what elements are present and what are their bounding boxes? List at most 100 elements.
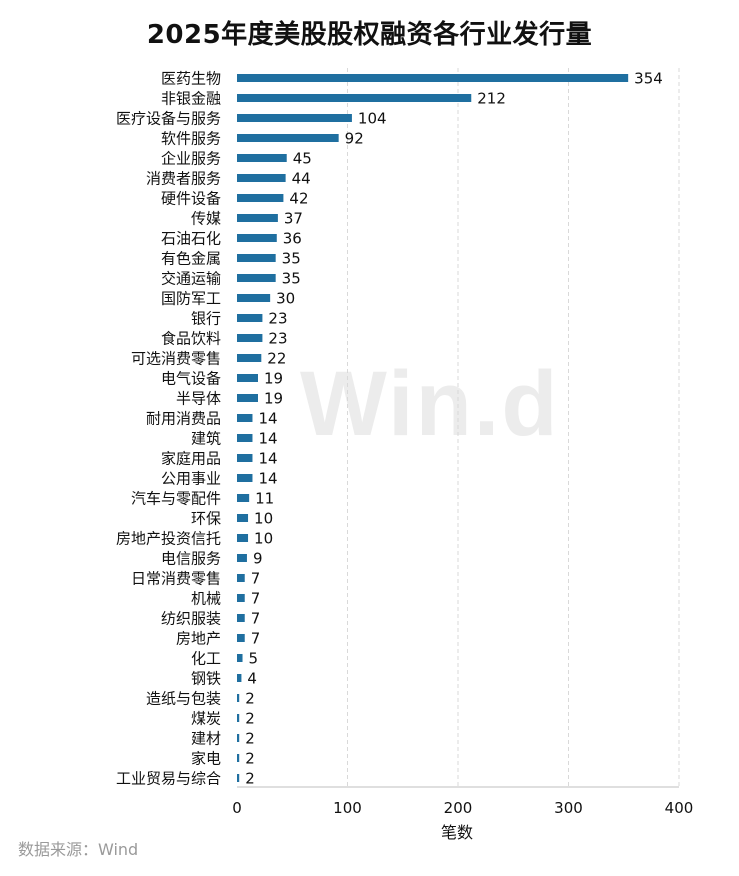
category-label: 电信服务: [161, 550, 221, 568]
bar: [237, 574, 245, 582]
category-label: 汽车与零配件: [131, 490, 221, 508]
category-label: 钢铁: [191, 670, 221, 688]
bar: [237, 534, 249, 542]
value-label: 19: [264, 390, 283, 408]
bar: [237, 594, 245, 602]
category-label: 房地产投资信托: [116, 530, 221, 548]
value-label: 37: [284, 210, 303, 228]
bar: [237, 774, 240, 782]
value-label: 19: [264, 370, 283, 388]
category-label: 纺织服装: [161, 610, 221, 628]
bar: [237, 254, 276, 262]
x-tick-label: 300: [554, 799, 583, 817]
value-label: 7: [251, 570, 261, 588]
category-label: 日常消费零售: [131, 570, 221, 588]
value-label: 212: [477, 90, 506, 108]
value-label: 22: [267, 350, 286, 368]
value-label: 7: [251, 610, 261, 628]
category-label: 建筑: [191, 430, 221, 448]
value-label: 92: [345, 130, 364, 148]
bar: [237, 134, 339, 142]
bar: [237, 194, 284, 202]
category-label: 传媒: [191, 210, 221, 228]
bar: [237, 734, 240, 742]
bar: [237, 234, 277, 242]
value-label: 5: [249, 650, 259, 668]
x-tick-label: 100: [333, 799, 362, 817]
category-label: 食品饮料: [161, 330, 221, 348]
bar: [237, 654, 243, 662]
value-label: 42: [289, 190, 308, 208]
bar: [237, 554, 247, 562]
category-label: 家庭用品: [161, 450, 221, 468]
bar: [237, 154, 287, 162]
bar: [237, 674, 242, 682]
value-label: 7: [251, 590, 261, 608]
data-source: 数据来源：Wind: [18, 840, 139, 859]
bar: [237, 634, 245, 642]
value-label: 36: [283, 230, 302, 248]
category-label: 国防军工: [161, 290, 221, 308]
category-label: 煤炭: [191, 710, 221, 728]
x-tick-labels: 0 100 200 300 400: [232, 799, 693, 817]
category-label: 半导体: [176, 390, 221, 408]
bar: [237, 714, 240, 722]
x-axis-title: 笔数: [441, 823, 473, 842]
value-label: 35: [282, 270, 301, 288]
value-labels: 3542121049245444237363535302323221919141…: [245, 70, 663, 788]
value-label: 35: [282, 250, 301, 268]
category-label: 耐用消费品: [146, 410, 221, 428]
bar: [237, 314, 263, 322]
category-label: 造纸与包装: [146, 690, 221, 708]
category-label: 医药生物: [161, 70, 221, 88]
category-label: 房地产: [176, 630, 221, 648]
grid-lines: [347, 68, 680, 787]
value-label: 14: [258, 430, 277, 448]
bar: [237, 74, 629, 82]
value-label: 2: [245, 690, 255, 708]
wind-watermark: Win.d: [300, 353, 560, 455]
category-label: 硬件设备: [161, 190, 221, 208]
category-label: 交通运输: [161, 270, 221, 288]
category-labels: 医药生物非银金融医疗设备与服务软件服务企业服务消费者服务硬件设备传媒石油石化有色…: [116, 70, 221, 788]
chart-title: 2025年度美股股权融资各行业发行量: [146, 20, 593, 50]
value-label: 23: [268, 310, 287, 328]
category-label: 消费者服务: [146, 170, 221, 188]
category-label: 有色金属: [161, 250, 221, 268]
value-label: 10: [254, 530, 273, 548]
category-label: 建材: [191, 730, 221, 748]
value-label: 14: [258, 470, 277, 488]
bar: [237, 434, 253, 442]
value-label: 7: [251, 630, 261, 648]
bar: [237, 274, 276, 282]
value-label: 354: [634, 70, 663, 88]
value-label: 10: [254, 510, 273, 528]
value-label: 2: [245, 770, 255, 788]
bar: [237, 414, 253, 422]
bar: [237, 114, 352, 122]
bar: [237, 374, 258, 382]
value-label: 9: [253, 550, 263, 568]
value-label: 45: [293, 150, 312, 168]
bar: [237, 334, 263, 342]
category-label: 家电: [191, 750, 221, 768]
category-label: 化工: [191, 650, 221, 668]
value-label: 4: [247, 670, 257, 688]
value-label: 104: [358, 110, 387, 128]
category-label: 医疗设备与服务: [116, 110, 221, 128]
value-label: 44: [292, 170, 311, 188]
category-label: 工业贸易与综合: [116, 770, 221, 788]
category-label: 银行: [191, 310, 221, 328]
bar: [237, 394, 258, 402]
bar: [237, 174, 286, 182]
value-label: 30: [276, 290, 295, 308]
bar: [237, 614, 245, 622]
value-label: 2: [245, 710, 255, 728]
x-tick-label: 200: [444, 799, 473, 817]
category-label: 石油石化: [161, 230, 221, 248]
bar: [237, 754, 240, 762]
category-label: 电气设备: [161, 370, 221, 388]
bar: [237, 294, 271, 302]
bar: [237, 474, 253, 482]
